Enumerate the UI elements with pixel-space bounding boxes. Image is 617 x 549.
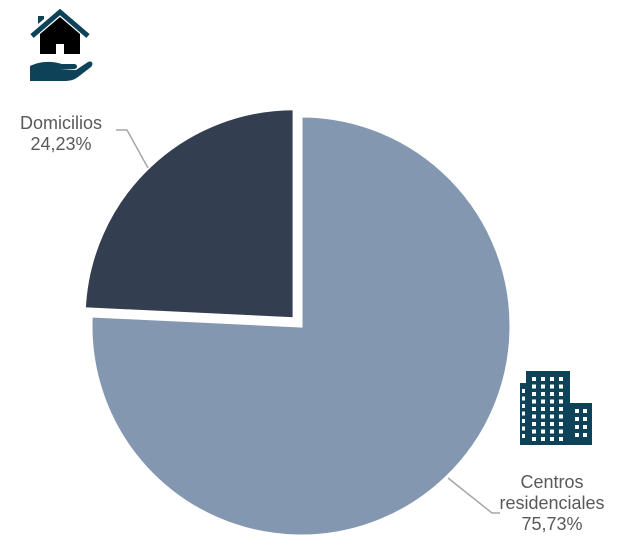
building-window: [559, 399, 563, 404]
building-window: [550, 429, 554, 434]
house-in-hand-icon: [30, 8, 93, 81]
building-window: [550, 407, 554, 411]
pie-slices: [82, 107, 513, 538]
building-windows: [522, 377, 587, 441]
building-window: [532, 399, 536, 404]
building-window: [541, 437, 545, 441]
slice-label-name-line-2: residenciales: [499, 493, 605, 513]
building-window: [541, 377, 545, 381]
building-window: [559, 429, 563, 434]
building-window: [541, 429, 545, 434]
building-window: [583, 433, 587, 437]
building-window: [575, 425, 579, 429]
building-window: [550, 414, 554, 419]
building-window: [541, 407, 545, 411]
pie-slice-centros-residenciales: [89, 114, 513, 538]
leader-line-centros-residenciales: [447, 477, 500, 514]
building-window: [550, 437, 554, 441]
building-window: [522, 419, 525, 423]
slice-label-name-line-1: Centros: [520, 472, 584, 492]
building-window: [532, 429, 536, 434]
building-window: [583, 409, 587, 413]
slice-label-centros-residenciales: Centros residenciales 75,73%: [487, 472, 617, 535]
slice-label-value: 75,73%: [521, 514, 583, 534]
building-window: [559, 407, 563, 411]
slice-label-domicilios: Domicilios 24,23%: [6, 113, 116, 155]
building-window: [532, 414, 536, 419]
building-window: [559, 392, 563, 396]
building-window: [522, 404, 525, 408]
building-window: [550, 384, 554, 389]
building-window: [575, 409, 579, 413]
building-window: [541, 399, 545, 404]
building-window: [559, 377, 563, 381]
building-window: [583, 425, 587, 429]
building-window: [559, 414, 563, 419]
leader-line-domicilios: [116, 129, 149, 169]
building-window: [522, 434, 525, 438]
building-window: [559, 384, 563, 389]
building-window: [522, 426, 525, 431]
building-window: [541, 414, 545, 419]
slice-label-name: Domicilios: [19, 113, 102, 133]
office-building-icon: [520, 371, 592, 445]
pie-slice-domicilios: [82, 107, 296, 321]
building-window: [541, 392, 545, 396]
building-window: [532, 422, 536, 426]
leader-lines: [116, 129, 500, 514]
building-window: [575, 433, 579, 437]
building-window: [575, 417, 579, 421]
building-window: [522, 389, 525, 393]
building-window: [559, 422, 563, 426]
building-window: [550, 392, 554, 396]
building-window: [532, 392, 536, 396]
slice-label-value: 24,23%: [30, 134, 92, 154]
building-window: [532, 384, 536, 389]
building-window: [550, 399, 554, 404]
building-window: [541, 384, 545, 389]
building-window: [532, 437, 536, 441]
building-window: [559, 437, 563, 441]
building-window: [583, 417, 587, 421]
building-window: [532, 377, 536, 381]
building-window: [550, 377, 554, 381]
building-window: [522, 411, 525, 416]
building-window: [532, 407, 536, 411]
building-window: [550, 422, 554, 426]
building-window: [522, 396, 525, 401]
building-window: [541, 422, 545, 426]
